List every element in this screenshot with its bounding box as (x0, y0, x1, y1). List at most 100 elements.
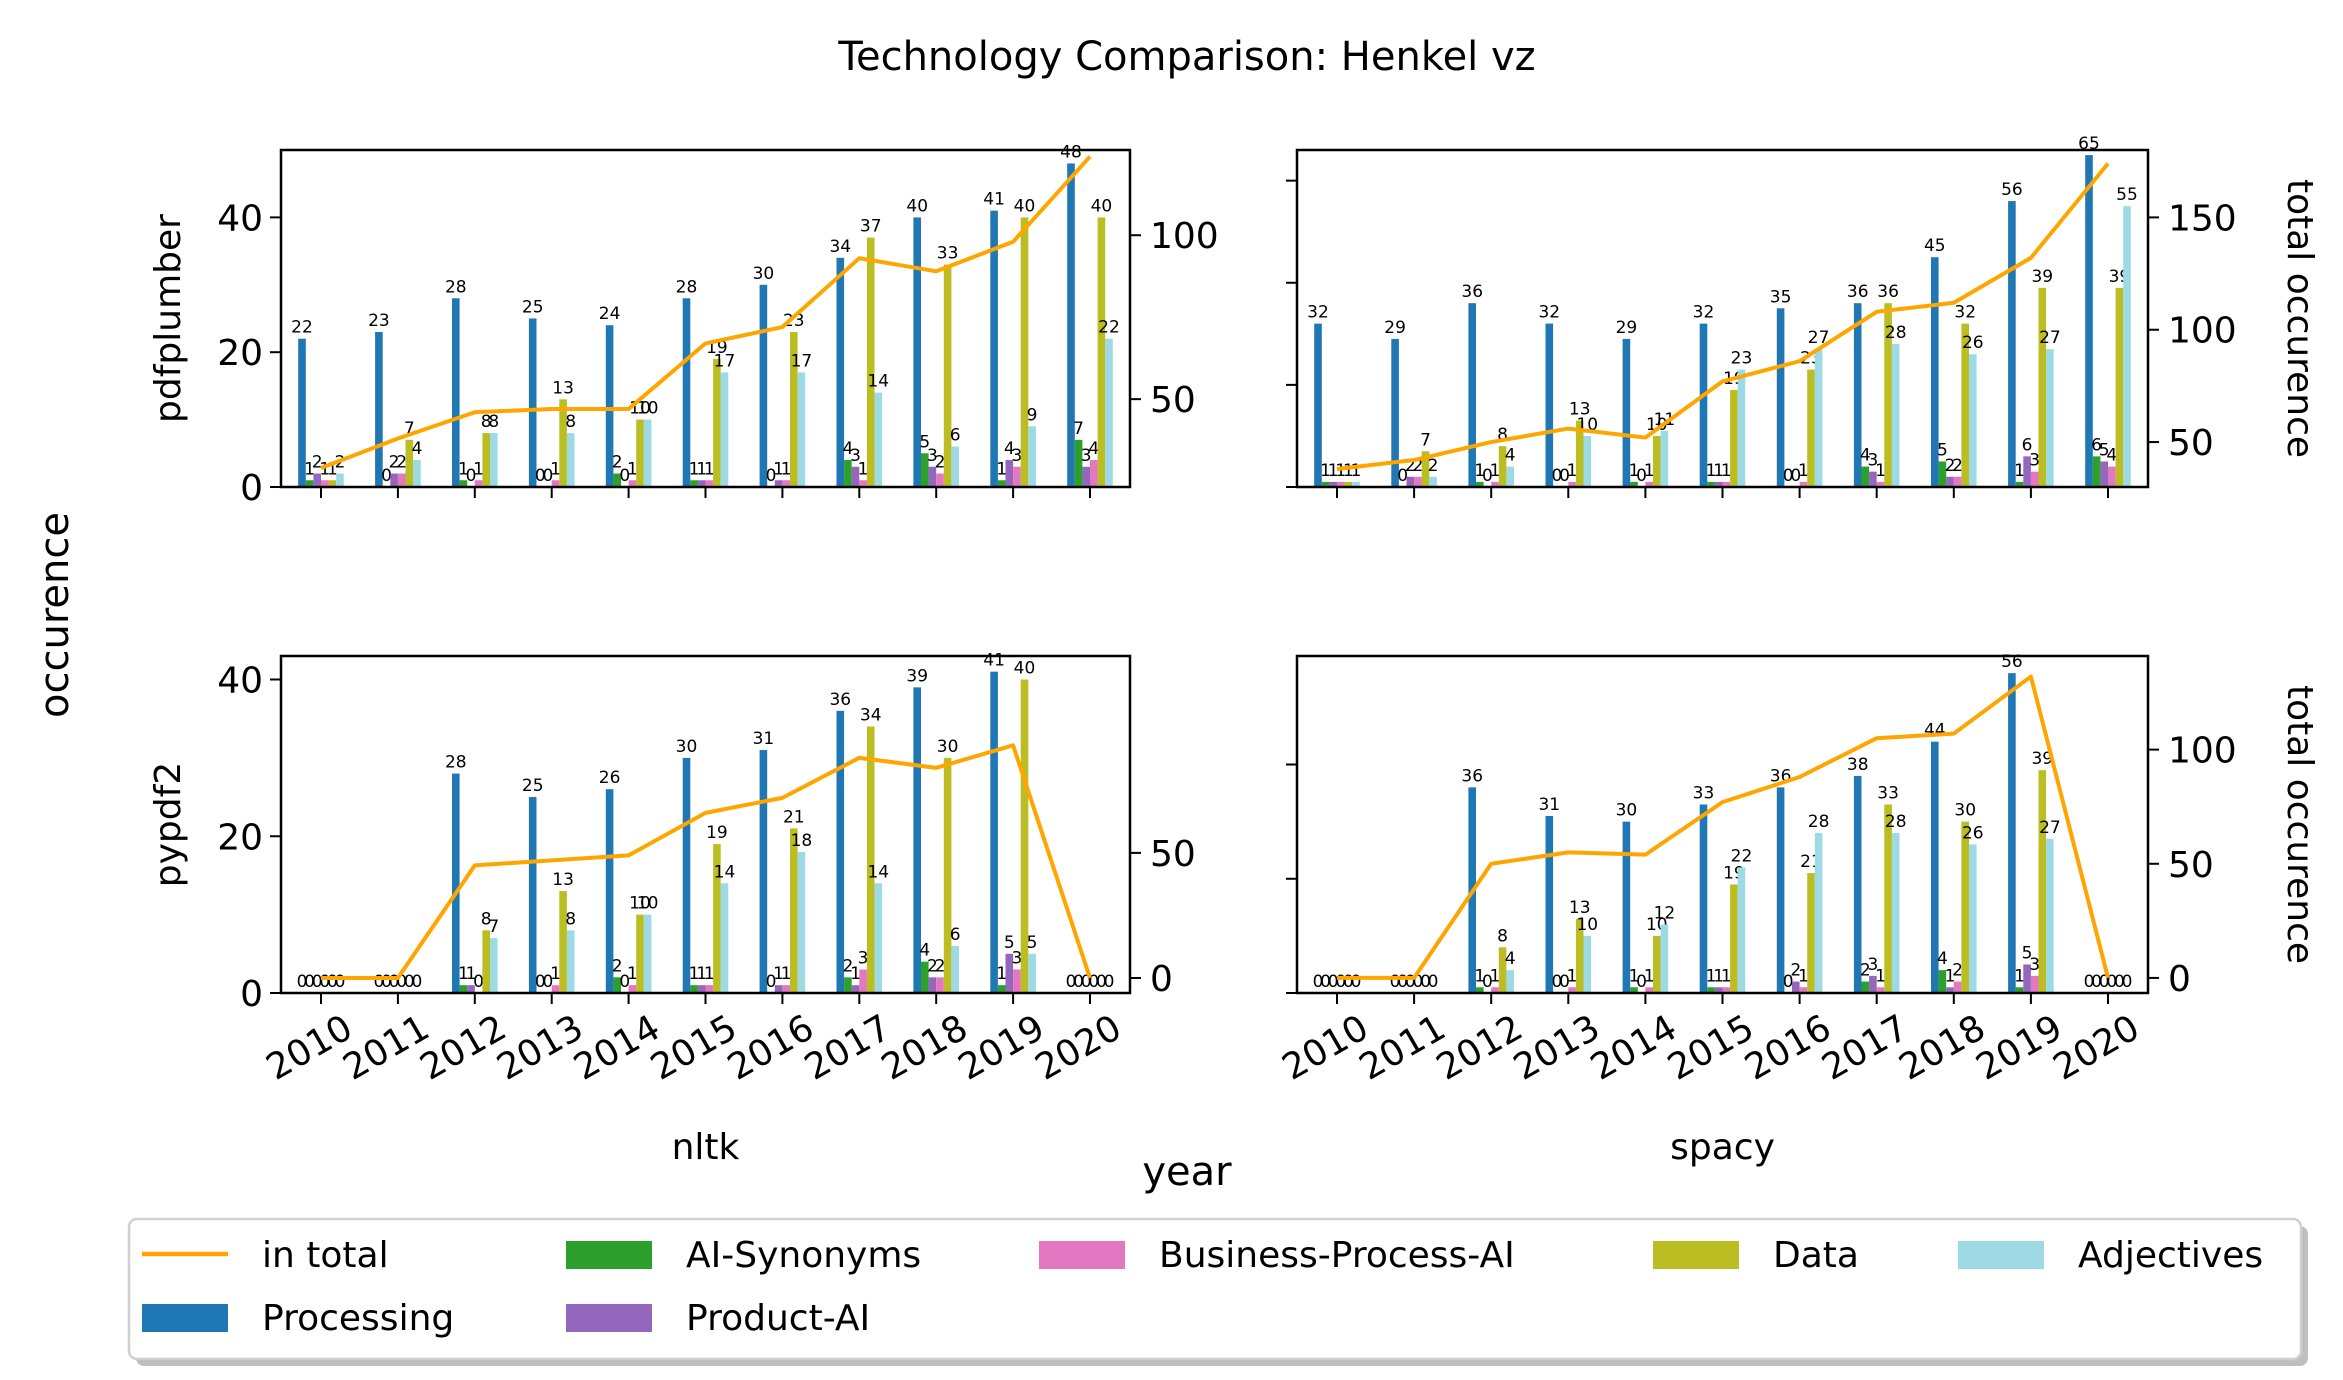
bar-data-2013 (1575, 420, 1584, 487)
y2-tick-label: 150 (2168, 198, 2237, 239)
data-label: 8 (1497, 926, 1508, 946)
data-label: 32 (1538, 303, 1560, 323)
data-label: 0 (1559, 466, 1570, 486)
bar-business-process-ai-2010 (321, 480, 329, 487)
data-label: 1 (704, 459, 715, 479)
data-label: 22 (1098, 318, 1120, 338)
data-label: 1 (1343, 461, 1354, 481)
y2-tick-label: 50 (1150, 380, 1196, 421)
data-label: 8 (481, 412, 492, 432)
data-label: 1 (1567, 461, 1578, 481)
data-label: 2 (927, 956, 938, 976)
data-label: 1 (458, 459, 469, 479)
column-label: nltk (672, 1127, 740, 1168)
bar-ai-synonyms-2014 (1630, 987, 1638, 993)
data-label: 0 (1783, 972, 1794, 992)
legend-label: Data (1773, 1235, 1859, 1276)
data-label: 1 (2014, 966, 2025, 986)
bar-business-process-ai-2015 (1722, 481, 1731, 487)
data-label: 0 (411, 972, 422, 992)
row-label: pdfplumber (148, 214, 189, 423)
bar-processing-2014 (1622, 338, 1631, 487)
data-label: 0 (542, 972, 553, 992)
data-label: 9 (1027, 405, 1038, 425)
bar-product-ai-2018 (1946, 476, 1954, 487)
bar-product-ai-2017 (851, 466, 860, 487)
bar-adjectives-2012 (1506, 466, 1514, 487)
data-label: 0 (381, 466, 392, 486)
data-label: 30 (1954, 801, 1976, 821)
bar-processing-2013 (528, 318, 537, 487)
data-label: 10 (629, 894, 651, 914)
data-label: 39 (906, 666, 928, 686)
bar-processing-2015 (1699, 323, 1708, 487)
data-label: 0 (396, 972, 407, 992)
data-label: 10 (1576, 915, 1598, 935)
bar-processing-2013 (1545, 323, 1554, 487)
bar-business-process-ai-2013 (551, 480, 560, 487)
bar-business-process-ai-2015 (705, 480, 714, 487)
right-axis-label: total occurence (2279, 685, 2320, 964)
data-label: 36 (1461, 282, 1483, 302)
bar-adjectives-2014 (1660, 430, 1669, 487)
bar-adjectives-2014 (643, 914, 652, 993)
data-label: 0 (1397, 972, 1408, 992)
data-label: 0 (327, 972, 338, 992)
data-label: 28 (1885, 812, 1907, 832)
bar-product-ai-2015 (1714, 481, 1723, 487)
bar-business-process-ai-2016 (1799, 987, 1808, 993)
bar-business-process-ai-2012 (1491, 987, 1499, 993)
legend-swatch (566, 1304, 652, 1332)
data-label: 1 (1875, 461, 1886, 481)
data-label: 0 (1335, 972, 1346, 992)
bar-business-process-ai-2011 (397, 473, 406, 487)
data-label: 0 (1096, 972, 1107, 992)
bar-ai-synonyms-2018 (921, 961, 929, 993)
bar-ai-synonyms-2019 (2015, 987, 2024, 993)
data-label: 0 (542, 466, 553, 486)
data-label: 10 (637, 894, 659, 914)
data-label: 3 (1081, 446, 1092, 466)
bar-ai-synonyms-2015 (1707, 987, 1715, 993)
data-label: 1 (696, 964, 707, 984)
bar-adjectives-2016 (1814, 833, 1823, 993)
bar-data-2011 (405, 439, 414, 487)
data-label: 37 (860, 217, 882, 237)
x-tick-label: 2020 (2047, 1007, 2147, 1088)
data-label: 0 (1551, 972, 1562, 992)
data-label: 0 (2122, 972, 2133, 992)
column-label: spacy (1670, 1127, 1775, 1168)
data-label: 10 (637, 399, 659, 419)
data-label: 2 (312, 453, 323, 473)
data-label: 5 (2099, 440, 2110, 460)
bar-business-process-ai-2018 (1953, 476, 1962, 487)
bar-business-process-ai-2010 (1337, 481, 1345, 487)
data-label: 1 (1474, 461, 1485, 481)
data-label: 22 (291, 318, 313, 338)
data-label: 5 (1027, 933, 1038, 953)
bar-business-process-ai-2015 (705, 985, 714, 993)
data-label: 6 (2022, 435, 2033, 455)
data-label: 41 (983, 651, 1005, 671)
data-label: 23 (1731, 349, 1753, 369)
data-label: 1 (1713, 461, 1724, 481)
data-label: 5 (1004, 933, 1015, 953)
bar-ai-synonyms-2019 (2015, 481, 2024, 487)
bar-adjectives-2010 (1352, 481, 1360, 487)
bar-product-ai-2012 (467, 985, 475, 993)
data-label: 7 (488, 917, 499, 937)
bar-adjectives-2017 (874, 392, 883, 487)
data-label: 1 (996, 459, 1007, 479)
bar-processing-2012 (452, 773, 460, 993)
bar-ai-synonyms-2017 (844, 977, 852, 993)
bar-product-ai-2017 (1869, 471, 1877, 487)
data-label: 22 (1731, 846, 1753, 866)
data-label: 1 (689, 459, 700, 479)
bar-business-process-ai-2016 (1799, 481, 1808, 487)
bar-processing-2015 (1699, 804, 1708, 993)
bar-processing-2018 (913, 687, 921, 993)
bar-business-process-ai-2020 (1090, 460, 1098, 487)
data-label: 24 (599, 304, 621, 324)
bar-processing-2016 (759, 750, 768, 993)
